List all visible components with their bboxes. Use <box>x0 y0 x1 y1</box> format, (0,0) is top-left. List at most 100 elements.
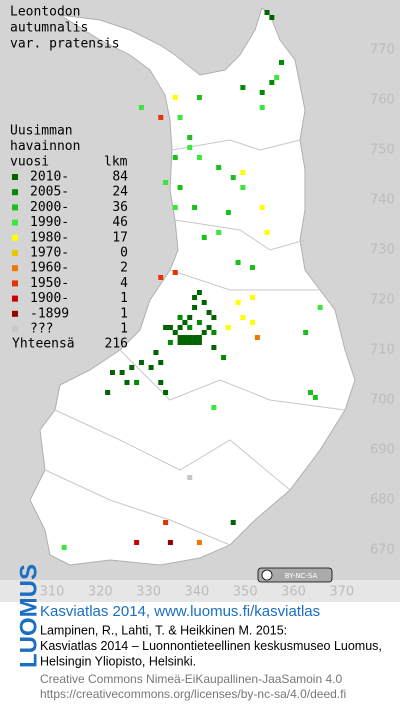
legend-count: 1 <box>120 291 128 306</box>
legend-label: 1970- <box>30 246 69 261</box>
legend-count: 4 <box>120 276 128 291</box>
badge-box <box>257 567 333 583</box>
legend-label: 2000- <box>30 200 69 215</box>
record-square <box>221 355 227 360</box>
record-square <box>196 540 202 545</box>
record-square <box>187 335 193 340</box>
legend-swatch <box>12 280 18 287</box>
record-square <box>192 340 198 345</box>
record-square <box>259 205 265 210</box>
record-square <box>307 390 313 395</box>
region-border <box>171 139 301 151</box>
record-square <box>240 315 246 320</box>
record-square <box>211 315 217 320</box>
record-square <box>274 75 280 80</box>
record-square <box>264 10 270 15</box>
region-border <box>54 409 291 491</box>
record-square <box>240 170 246 175</box>
record-square <box>201 300 207 305</box>
record-square <box>163 520 169 525</box>
region-border <box>44 469 231 546</box>
record-square <box>230 520 236 525</box>
x-tick-label: 370 <box>329 585 354 600</box>
record-square <box>163 325 169 330</box>
record-square <box>158 275 164 280</box>
license-line: Creative Commons Nimeä-EiKaupallinen-Jaa… <box>40 672 342 686</box>
record-square <box>259 90 265 95</box>
y-tick-label: 730 <box>370 243 395 258</box>
x-axis-strip <box>0 580 400 602</box>
x-tick-label: 310 <box>40 585 65 600</box>
record-square <box>235 300 241 305</box>
y-tick-label: 690 <box>370 443 395 458</box>
record-square <box>211 330 217 335</box>
record-square <box>259 105 265 110</box>
y-tick-label: 670 <box>370 543 395 558</box>
legend-count: 17 <box>112 230 128 245</box>
record-square <box>105 390 111 395</box>
legend-count: 24 <box>112 185 128 200</box>
record-square <box>196 290 202 295</box>
legend-swatch <box>12 265 18 272</box>
record-square <box>172 155 178 160</box>
legend-label: -1899 <box>30 306 69 321</box>
record-square <box>206 325 212 330</box>
legend-label: 2005- <box>30 185 69 200</box>
record-square <box>129 365 135 370</box>
record-square <box>201 330 207 335</box>
legend-heading: Uusimman <box>10 124 73 139</box>
logo: LUOMUS <box>15 564 42 668</box>
record-square <box>192 335 198 340</box>
record-square <box>269 15 275 20</box>
record-square <box>303 330 309 335</box>
record-square <box>192 305 198 310</box>
legend-swatch <box>12 234 18 241</box>
record-square <box>235 260 241 265</box>
record-square <box>225 210 231 215</box>
record-square <box>187 325 193 330</box>
record-square <box>177 335 183 340</box>
legend-count: 46 <box>112 215 128 230</box>
record-square <box>172 330 178 335</box>
legend-label: 1980- <box>30 230 69 245</box>
citation-line: Helsingin Yliopisto, Helsinki. <box>40 654 196 668</box>
record-square <box>269 80 275 85</box>
record-square <box>211 345 217 350</box>
record-square <box>187 315 193 320</box>
record-square <box>201 235 207 240</box>
record-square <box>196 320 202 325</box>
record-square <box>177 185 183 190</box>
record-square <box>225 325 231 330</box>
record-square <box>119 370 125 375</box>
x-tick-label: 320 <box>88 585 113 600</box>
record-square <box>124 380 130 385</box>
y-tick-label: 760 <box>370 93 395 108</box>
legend-total-label: Yhteensä <box>12 337 75 352</box>
y-tick-label: 720 <box>370 293 395 308</box>
record-square <box>187 340 193 345</box>
legend-count: 0 <box>120 246 128 261</box>
legend-swatch <box>12 174 18 180</box>
record-square <box>250 295 256 300</box>
legend-heading: havainnon <box>10 139 80 154</box>
record-square <box>177 325 183 330</box>
legend-label: 1990- <box>30 215 69 230</box>
license-line: https://creativecommons.org/licenses/by-… <box>40 687 346 701</box>
legend-count-heading: lkm <box>104 155 128 170</box>
record-square <box>163 180 169 185</box>
record-square <box>230 175 236 180</box>
record-square <box>158 360 164 365</box>
record-square <box>279 60 285 65</box>
y-tick-label: 700 <box>370 393 395 408</box>
x-tick-label: 350 <box>233 585 258 600</box>
region-border <box>174 219 306 251</box>
record-square <box>192 205 198 210</box>
record-square <box>167 325 173 330</box>
legend-swatch <box>12 219 18 226</box>
record-square <box>187 475 193 480</box>
legend-count: 2 <box>120 261 128 276</box>
site-link[interactable]: Kasviatlas 2014, www.luomus.fi/kasviatla… <box>40 603 320 620</box>
record-square <box>138 360 144 365</box>
legend-count: 36 <box>112 200 128 215</box>
legend-swatch <box>12 204 18 211</box>
